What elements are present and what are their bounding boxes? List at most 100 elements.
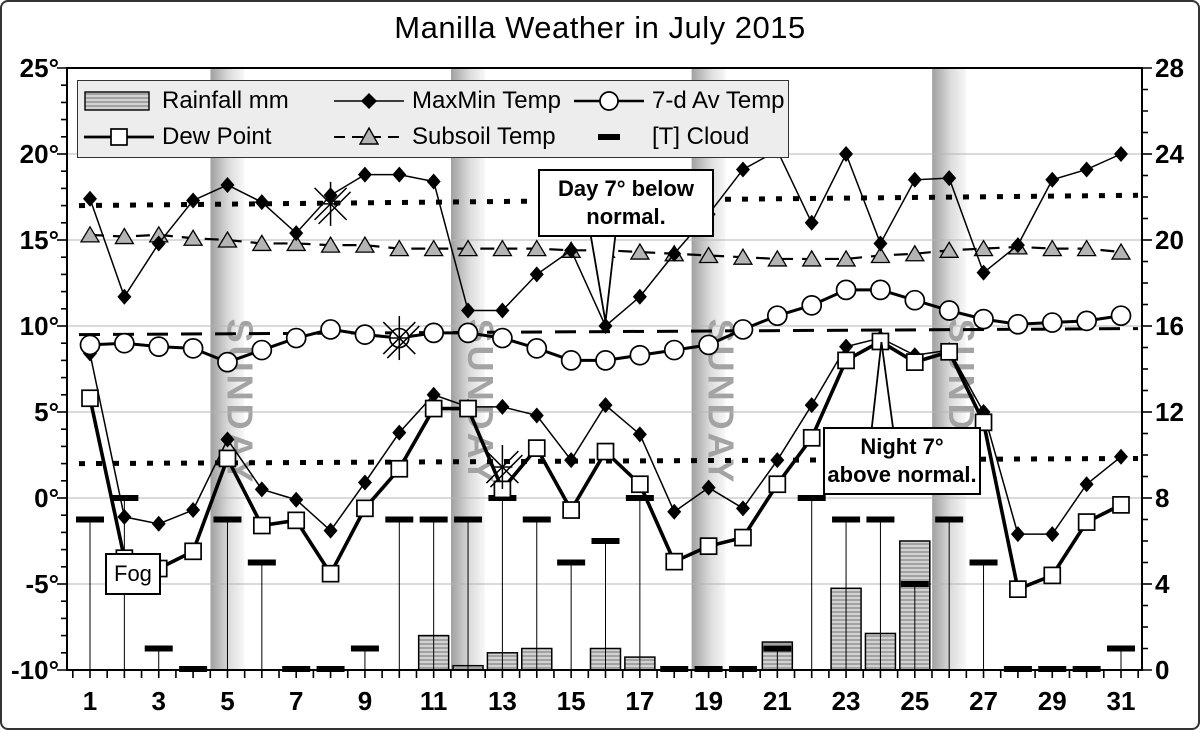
dew-point-day-27 [974,413,993,432]
cloud-dash-day-23 [832,516,861,523]
av-temp-point-day-9 [354,324,376,345]
dew-point-day-6 [252,516,271,535]
subsoil-point-day-14 [526,239,547,257]
subsoil-point-day-2 [114,227,135,245]
av-temp-point-day-20 [732,319,754,340]
min-temp-point-day-22 [804,397,819,414]
series-7d-av-temp [79,279,1132,373]
max-temp-point-day-16 [598,318,613,334]
x-axis-label-day-31: 31 [1107,686,1136,716]
right-axis-label-24: 24 [1155,139,1184,169]
min-temp-point-day-4 [186,502,201,519]
annotation-fog: Fog [105,553,161,595]
subsoil-point-day-27 [973,239,994,257]
max-temp-point-day-28 [1010,237,1025,254]
av-temp-point-day-11 [423,322,445,344]
dew-point-day-28 [1009,580,1027,599]
av-temp-point-day-25 [904,289,926,311]
min-temp-point-day-15 [564,452,579,469]
left-axis-label-10: 10° [20,311,59,341]
dew-point-day-1 [81,389,99,408]
av-temp-point-day-26 [938,300,960,321]
cloud-dash-marker-icon [598,134,620,140]
left-axis-label-5: 5° [34,397,59,427]
cloud-dash-day-15 [557,559,586,566]
x-axis-label-day-1: 1 [83,686,97,716]
subsoil-point-day-13 [492,239,513,257]
subsoil-point-day-25 [904,244,925,262]
av-temp-point-day-31 [1110,305,1132,327]
max-temp-point-day-26 [942,170,957,187]
cloud-dash-day-11 [419,516,448,523]
dew-point-day-10 [390,459,409,478]
right-axis-label-0: 0 [1155,655,1169,685]
max-temp-point-day-2 [117,288,132,305]
x-axis-label-day-11: 11 [420,686,448,716]
maxmin-temp-marker-icon [334,93,404,109]
x-axis-label-day-9: 9 [358,686,372,716]
day-callout-pointer [589,233,617,323]
dew-point-day-21 [768,475,787,494]
max-temp-point-day-9 [357,166,372,183]
star-event-marker-day-8 [314,181,352,226]
night-callout-pointer [870,341,895,432]
min-temp-point-day-17 [632,426,647,443]
max-temp-point-day-6 [254,194,269,211]
right-axis-label-20: 20 [1155,225,1184,255]
rainfall-bar-swatch-icon [84,91,150,111]
min-temp-point-day-30 [1079,476,1094,493]
annotation-day-line2: normal. [586,204,666,229]
dew-point-day-30 [1077,513,1096,531]
av-temp-point-day-18 [663,339,685,361]
annotation-day-line1: Day 7° below [558,176,694,201]
x-axis-label-day-3: 3 [151,686,165,716]
min-temp-point-day-16 [598,397,613,414]
max-temp-point-day-12 [461,302,476,319]
av-temp-point-day-2 [114,332,135,354]
dew-point-day-22 [802,428,821,447]
subsoil-point-day-21 [767,249,788,267]
av-temp-point-day-13 [492,327,513,349]
right-axis-label-28: 28 [1155,53,1184,83]
legend-label-7d-av-temp: 7-d Av Temp [652,87,785,114]
star-event-marker-day-13 [485,445,523,490]
subsoil-point-day-24 [870,246,891,264]
cloud-dash-day-10 [385,516,414,523]
av-temp-point-day-29 [1041,312,1063,333]
av-temp-point-day-19 [698,334,719,356]
right-axis-label-8: 8 [1155,483,1169,513]
chart-title: Manilla Weather in July 2015 [394,10,806,45]
dew-point-day-4 [184,542,202,561]
legend-item-rainfall: Rainfall mm [82,87,332,115]
subsoil-point-day-22 [801,249,822,267]
max-temp-point-day-22 [804,214,819,231]
annotation-day-below-normal: Day 7° below normal. [538,169,714,237]
cloud-dash-day-16 [591,538,620,544]
annotation-night-above-normal: Night 7° above normal. [823,427,981,495]
max-temp-point-day-4 [186,192,201,209]
max-temp-point-day-5 [220,176,235,193]
left-axis-label--5: -5° [25,569,59,599]
dew-point-day-15 [562,501,580,519]
subsoil-point-day-11 [423,239,444,257]
cloud-dash-day-6 [247,559,276,566]
max-temp-point-day-10 [392,166,407,183]
subsoil-point-day-9 [354,235,376,253]
cloud-dash-day-3 [144,645,173,652]
min-temp-point-day-18 [667,503,682,520]
right-axis-label-4: 4 [1155,569,1170,599]
cloud-dash-day-26 [935,516,964,523]
cloud-dash-day-24 [866,516,895,523]
av-temp-point-day-30 [1076,310,1097,332]
subsoil-point-day-26 [939,241,960,258]
min-temp-point-day-14 [529,407,544,424]
max-temp-point-day-24 [873,235,888,252]
av-temp-point-day-21 [766,305,788,327]
cloud-dash-day-25 [900,581,929,587]
x-axis-label-day-17: 17 [625,686,654,716]
cloud-dash-day-31 [1107,645,1135,652]
max-temp-point-day-25 [907,171,922,188]
left-axis-label-0: 0° [34,483,59,513]
